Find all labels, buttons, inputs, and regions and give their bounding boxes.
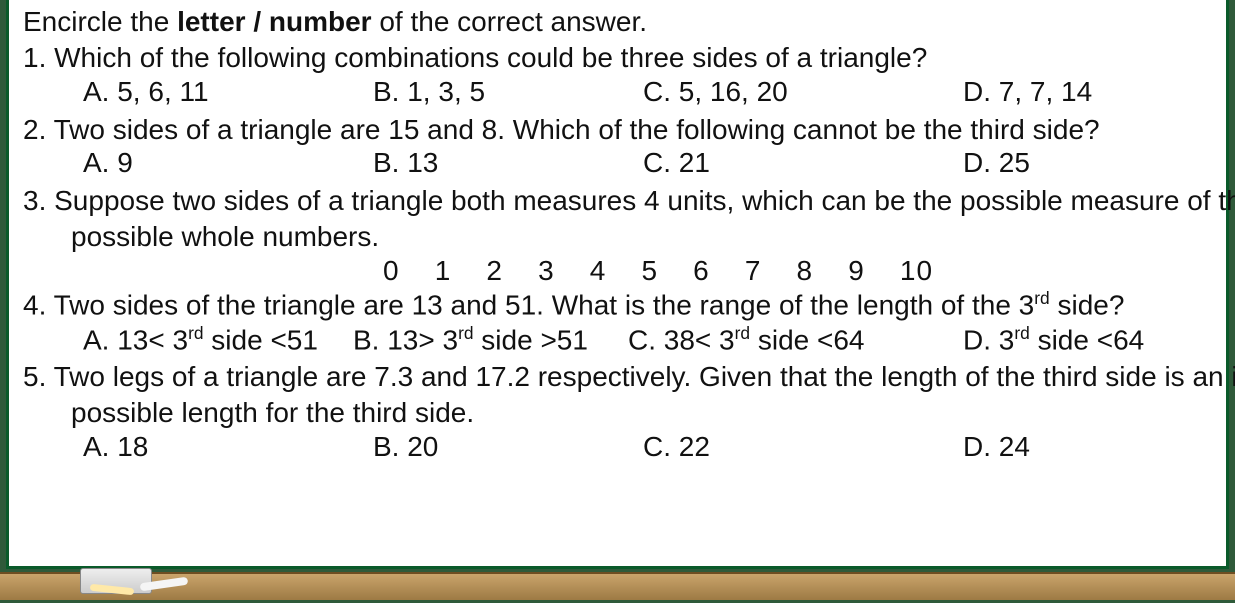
q4-option-b[interactable]: B. 13> 3rd side >51 xyxy=(353,323,588,356)
q2-prompt: 2. Two sides of a triangle are 15 and 8.… xyxy=(23,112,1218,148)
chalk-eraser-icon xyxy=(60,562,190,600)
q4-prompt-pre: 4. Two sides of the triangle are 13 and … xyxy=(23,289,1034,320)
q2-option-a[interactable]: A. 9 xyxy=(83,147,133,179)
q5-option-b[interactable]: B. 20 xyxy=(373,431,438,463)
q4-b-post: side >51 xyxy=(474,325,588,356)
q1-option-b[interactable]: B. 1, 3, 5 xyxy=(373,76,485,108)
q4-options: A. 13< 3rd side <51 B. 13> 3rd side >51 … xyxy=(23,323,1218,359)
q3-number-line[interactable]: 0 1 2 3 4 5 6 7 8 9 10 xyxy=(23,255,1218,287)
q3-prompt-line2: possible whole numbers. xyxy=(23,219,1218,255)
q4-option-d[interactable]: D. 3rd side <64 xyxy=(963,323,1144,356)
q5-option-c[interactable]: C. 22 xyxy=(643,431,710,463)
q4-prompt-sup: rd xyxy=(1034,288,1049,308)
q4-a-sup: rd xyxy=(188,323,203,343)
q1-prompt: 1. Which of the following combinations c… xyxy=(23,40,1218,76)
q4-b-sup: rd xyxy=(458,323,473,343)
q4-c-sup: rd xyxy=(735,323,750,343)
q2-option-d[interactable]: D. 25 xyxy=(963,147,1030,179)
q5-options: A. 18 B. 20 C. 22 D. 24 xyxy=(23,431,1218,467)
q4-a-post: side <51 xyxy=(204,325,318,356)
q4-d-post: side <64 xyxy=(1030,325,1144,356)
instruction-suffix: of the correct answer. xyxy=(372,6,647,37)
q4-prompt: 4. Two sides of the triangle are 13 and … xyxy=(23,287,1218,323)
q3-prompt-line1: 3. Suppose two sides of a triangle both … xyxy=(23,183,1218,219)
q2-option-c[interactable]: C. 21 xyxy=(643,147,710,179)
q4-d-pre: D. 3 xyxy=(963,325,1014,356)
q4-c-pre: C. 38< 3 xyxy=(628,325,735,356)
q1-option-a[interactable]: A. 5, 6, 11 xyxy=(83,76,209,108)
instruction-line: Encircle the letter / number of the corr… xyxy=(23,4,1218,40)
q4-prompt-post: side? xyxy=(1050,289,1125,320)
q4-c-post: side <64 xyxy=(750,325,864,356)
worksheet-panel: Encircle the letter / number of the corr… xyxy=(6,0,1229,569)
q4-option-a[interactable]: A. 13< 3rd side <51 xyxy=(83,323,318,356)
q2-option-b[interactable]: B. 13 xyxy=(373,147,438,179)
instruction-bold: letter / number xyxy=(177,6,371,37)
q5-option-a[interactable]: A. 18 xyxy=(83,431,148,463)
q4-a-pre: A. 13< 3 xyxy=(83,325,188,356)
q1-option-d[interactable]: D. 7, 7, 14 xyxy=(963,76,1092,108)
q4-b-pre: B. 13> 3 xyxy=(353,325,458,356)
q4-option-c[interactable]: C. 38< 3rd side <64 xyxy=(628,323,865,356)
q1-option-c[interactable]: C. 5, 16, 20 xyxy=(643,76,788,108)
q5-prompt-line2: possible length for the third side. xyxy=(23,395,1218,431)
q5-option-d[interactable]: D. 24 xyxy=(963,431,1030,463)
q1-options: A. 5, 6, 11 B. 1, 3, 5 C. 5, 16, 20 D. 7… xyxy=(23,76,1218,112)
instruction-prefix: Encircle the xyxy=(23,6,177,37)
q4-d-sup: rd xyxy=(1014,323,1029,343)
q5-prompt-line1: 5. Two legs of a triangle are 7.3 and 17… xyxy=(23,359,1218,395)
q2-options: A. 9 B. 13 C. 21 D. 25 xyxy=(23,147,1218,183)
